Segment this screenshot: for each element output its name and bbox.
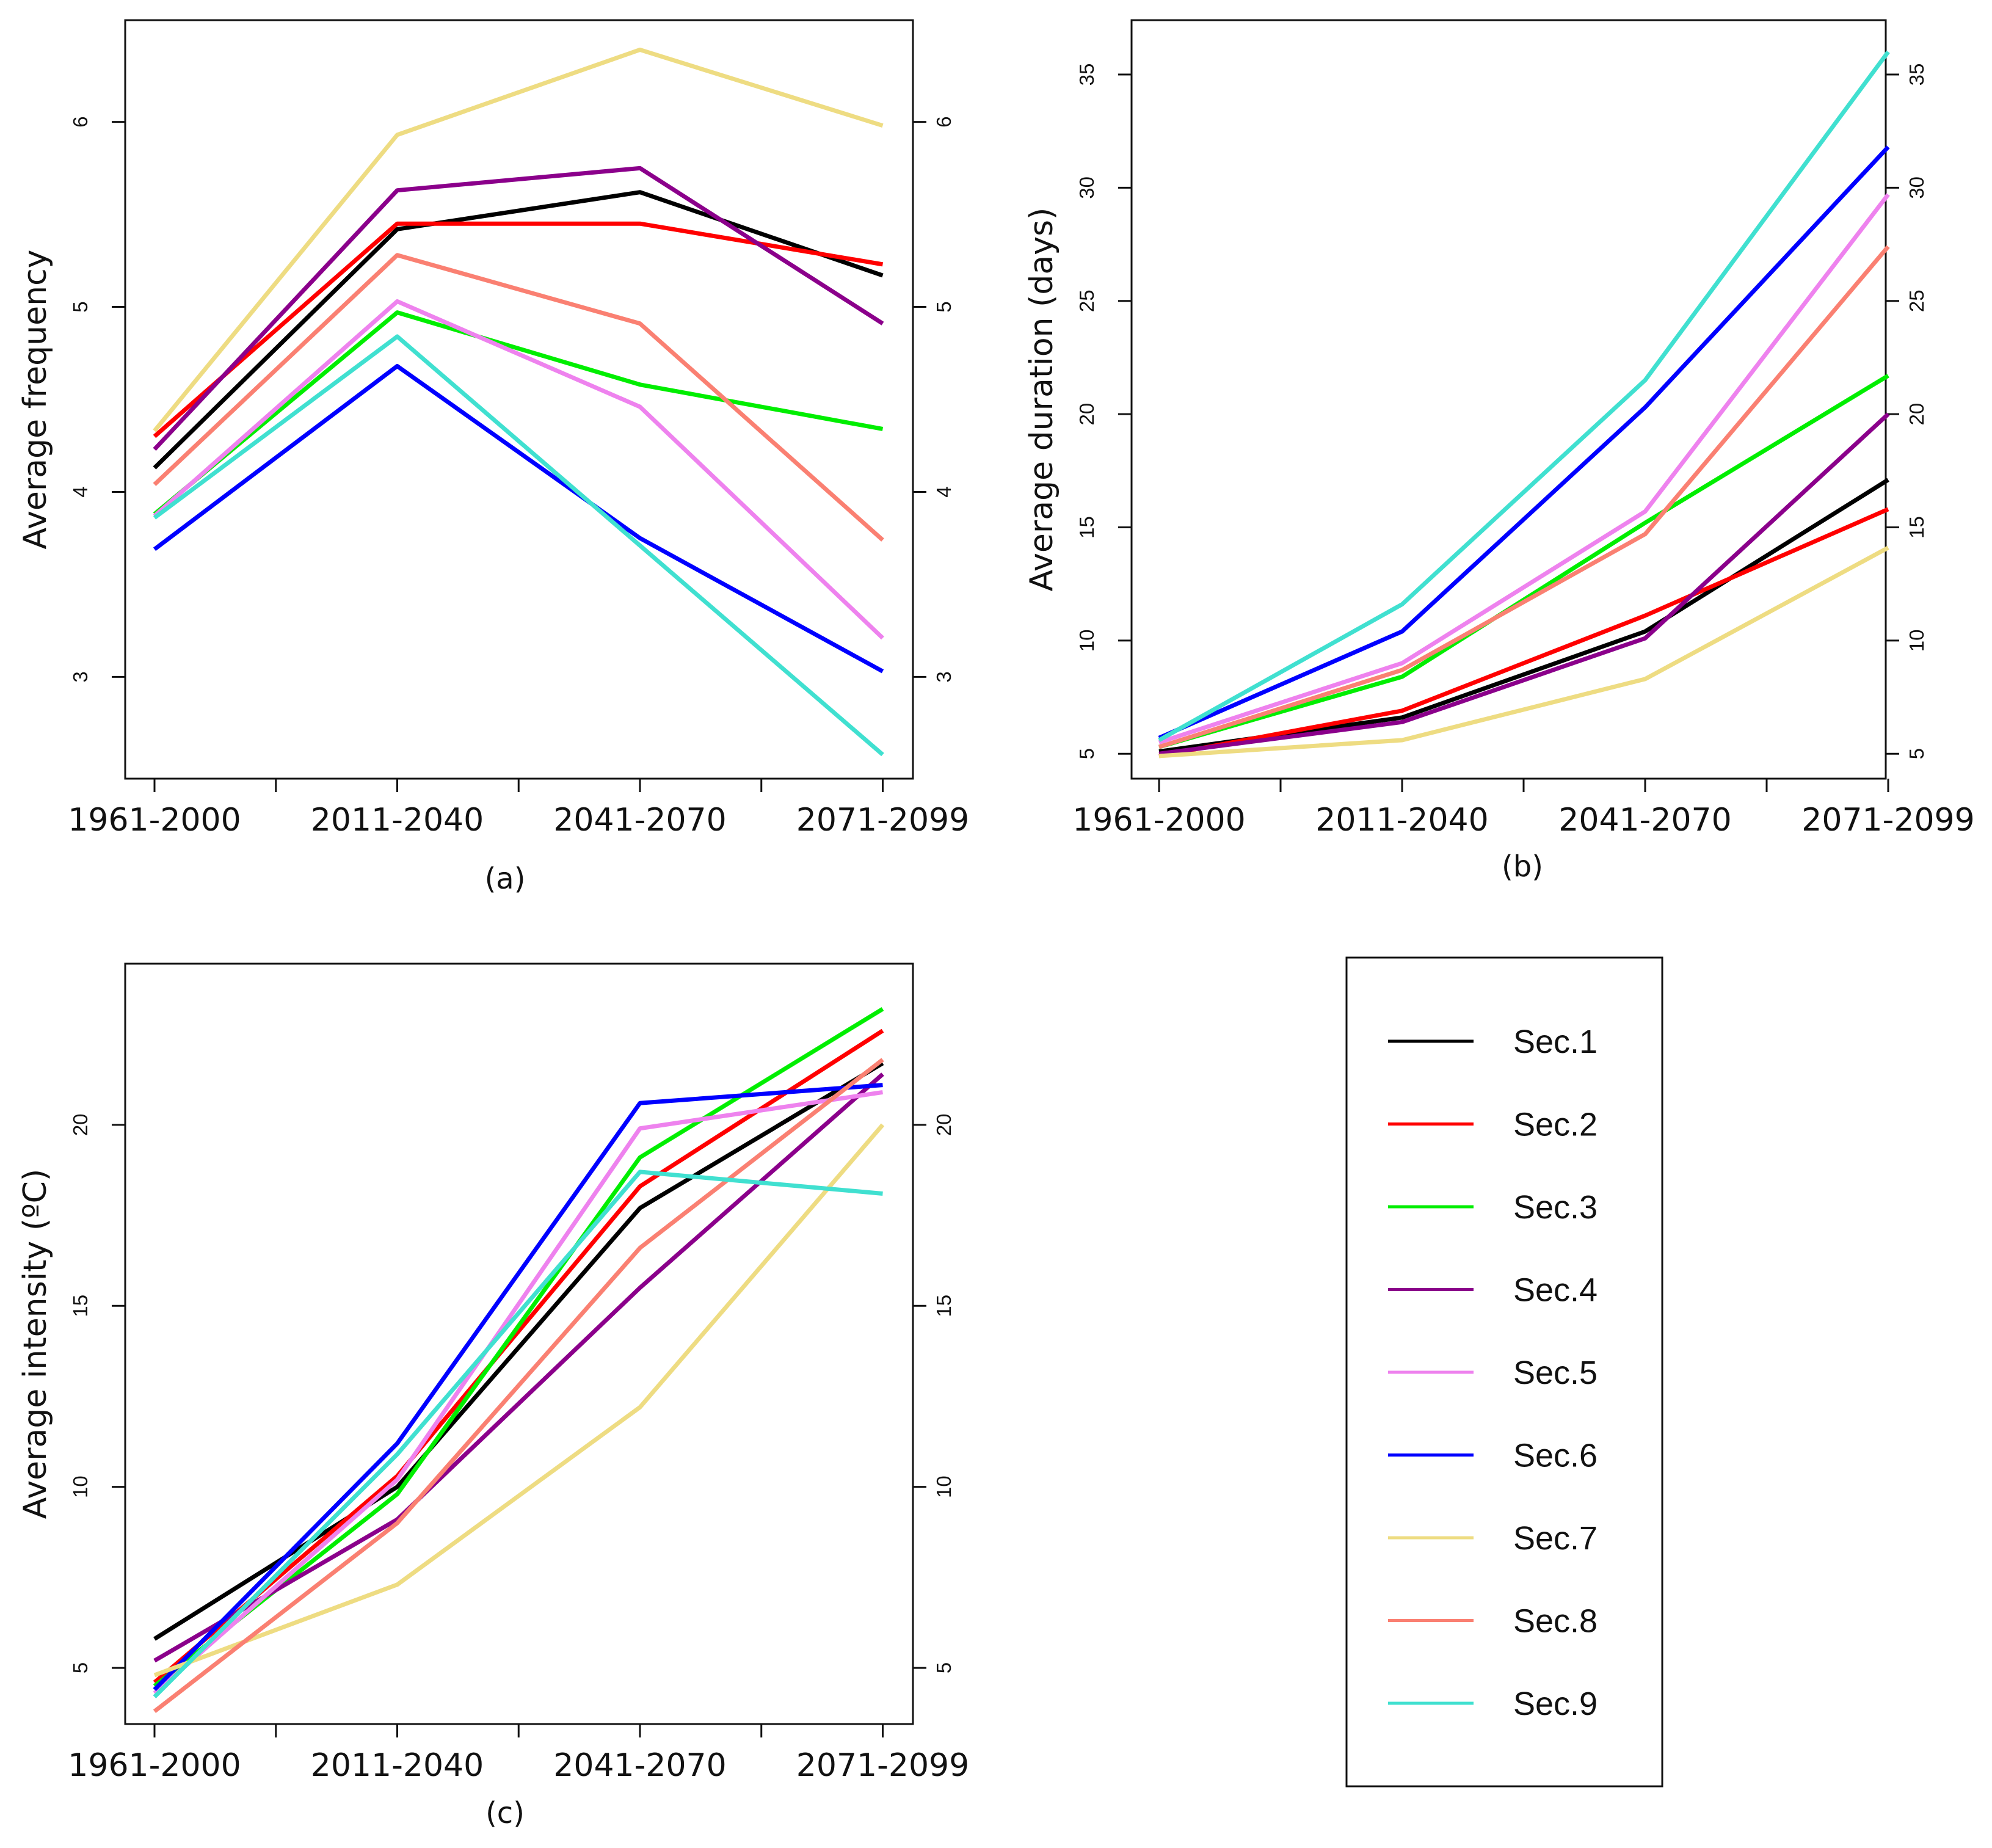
legend-entry: Sec.4 — [1388, 1272, 1598, 1309]
x-tick-label: 2041-2070 — [553, 1747, 726, 1784]
series-line-sec9 — [153, 334, 884, 757]
y-tick-label-right: 35 — [1905, 64, 1928, 86]
legend-entry: Sec.9 — [1388, 1686, 1598, 1722]
y-tick-label-right: 25 — [1905, 289, 1928, 312]
series-line-sec6 — [153, 363, 884, 674]
y-tick-label-right: 30 — [1905, 176, 1928, 199]
y-tick-label-left: 30 — [1075, 176, 1098, 199]
y-tick-label-left: 5 — [1075, 748, 1098, 759]
x-tick-label: 2011-2040 — [311, 1747, 484, 1784]
y-tick-label-right: 10 — [1905, 629, 1928, 652]
y-tick-label-left: 3 — [69, 671, 92, 682]
y-tick-label-left: 6 — [69, 116, 92, 127]
series-line-sec1 — [153, 190, 884, 470]
legend-label: Sec.3 — [1513, 1189, 1598, 1226]
x-tick-label: 1961-2000 — [68, 802, 241, 839]
legend-entry: Sec.5 — [1388, 1355, 1598, 1391]
series-line-sec5 — [153, 299, 884, 640]
series-line-sec8 — [153, 253, 884, 542]
x-tick-label: 2041-2070 — [553, 802, 726, 839]
y-axis-title: Average frequency — [17, 250, 54, 550]
panel-caption: (a) — [485, 862, 526, 896]
chart-panel-1: 3 3 4 4 5 5 6 6 1961-2000 2011-2040 2041-2070 2071-… — [17, 19, 969, 896]
series-line-sec4 — [1158, 412, 1890, 756]
y-tick-label-right: 15 — [932, 1295, 955, 1317]
panel-caption: (b) — [1502, 849, 1543, 884]
legend-entry: Sec.7 — [1388, 1520, 1598, 1557]
y-tick-label-left: 5 — [69, 301, 92, 312]
series-line-sec2 — [1158, 507, 1889, 758]
y-tick-label-right: 5 — [932, 301, 955, 312]
legend-label: Sec.9 — [1513, 1686, 1598, 1722]
series-line-sec6 — [1158, 145, 1890, 740]
y-tick-label-right: 4 — [932, 486, 955, 497]
legend-box — [1345, 956, 1663, 1788]
y-tick-label-right: 5 — [1905, 748, 1928, 759]
series-line-sec7 — [1158, 545, 1889, 758]
legend-label: Sec.7 — [1513, 1520, 1598, 1557]
x-tick-label: 1961-2000 — [1072, 802, 1245, 839]
series-line-sec9 — [153, 1170, 883, 1699]
legend-entry: Sec.2 — [1388, 1107, 1598, 1143]
series-line-sec8 — [1158, 245, 1890, 749]
chart-panel-2: 5 5 10 10 15 15 20 20 25 25 30 30 35 35 1961-2000 2011-… — [1023, 19, 1975, 884]
legend-entry: Sec.8 — [1388, 1603, 1598, 1640]
legend-label: Sec.1 — [1513, 1024, 1598, 1060]
y-axis-title: Average duration (days) — [1023, 208, 1060, 592]
y-tick-label-left: 10 — [1075, 629, 1098, 652]
legend-label: Sec.4 — [1513, 1272, 1598, 1309]
series-line-sec8 — [153, 1058, 884, 1714]
x-tick-label: 2071-2099 — [796, 802, 969, 839]
chart-panel-3: 5 5 10 10 15 15 20 20 1961-2000 2011-2040 2041-207… — [17, 962, 969, 1830]
legend-label: Sec.6 — [1513, 1438, 1598, 1474]
series-line-sec1 — [153, 1061, 884, 1641]
legend-label: Sec.8 — [1513, 1603, 1598, 1640]
y-tick-label-left: 20 — [1075, 403, 1098, 426]
y-axis-title: Average intensity (ºC) — [17, 1169, 54, 1519]
x-tick-label: 2011-2040 — [311, 802, 484, 839]
y-tick-label-right: 20 — [932, 1113, 955, 1136]
y-tick-label-left: 5 — [69, 1662, 92, 1673]
x-tick-label: 1961-2000 — [68, 1747, 241, 1784]
y-tick-label-left: 35 — [1075, 64, 1098, 86]
series-line-sec3 — [153, 310, 884, 516]
x-tick-label: 2071-2099 — [796, 1747, 969, 1784]
plot-frame — [1130, 19, 1887, 780]
series-line-sec6 — [153, 1083, 883, 1692]
legend-entry: Sec.1 — [1388, 1024, 1598, 1060]
y-tick-label-left: 15 — [1075, 516, 1098, 539]
legend: Sec.1 Sec.2 Sec.3 Sec.4 Sec.5 Sec.6 Sec.7 Sec.8… — [1345, 956, 1663, 1788]
y-tick-label-right: 3 — [932, 671, 955, 682]
legend-entry: Sec.3 — [1388, 1189, 1598, 1226]
y-tick-label-left: 20 — [69, 1113, 92, 1136]
y-tick-label-left: 15 — [69, 1295, 92, 1317]
series-line-sec9 — [1158, 50, 1890, 743]
y-tick-label-left: 25 — [1075, 289, 1098, 312]
x-tick-label: 2071-2099 — [1801, 802, 1974, 839]
series-line-sec7 — [153, 1123, 885, 1678]
y-tick-label-left: 10 — [69, 1475, 92, 1498]
legend-entry: Sec.6 — [1388, 1438, 1598, 1474]
series-line-sec4 — [153, 166, 884, 451]
y-tick-label-right: 20 — [1905, 403, 1928, 426]
y-tick-label-right: 5 — [932, 1662, 955, 1673]
legend-label: Sec.2 — [1513, 1107, 1598, 1143]
series-line-sec5 — [153, 1090, 884, 1695]
series-line-sec5 — [1158, 193, 1890, 745]
legend-label: Sec.5 — [1513, 1355, 1598, 1391]
y-tick-label-right: 10 — [932, 1475, 955, 1498]
panel-caption: (c) — [485, 1796, 525, 1830]
y-tick-label-left: 4 — [69, 486, 92, 497]
series-line-sec7 — [153, 47, 884, 432]
y-tick-label-right: 6 — [932, 116, 955, 127]
y-tick-label-right: 15 — [1905, 516, 1928, 539]
x-tick-label: 2041-2070 — [1558, 802, 1731, 839]
x-tick-label: 2011-2040 — [1315, 802, 1488, 839]
